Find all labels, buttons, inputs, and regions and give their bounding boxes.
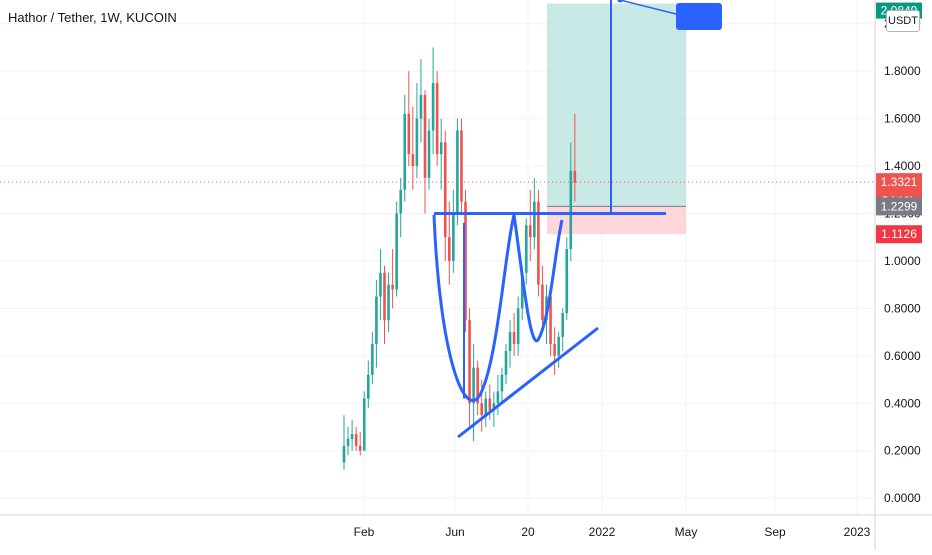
candle-body xyxy=(488,398,492,411)
entry-price-label xyxy=(876,197,922,216)
cup-curve xyxy=(432,214,516,402)
candle-body xyxy=(387,284,390,321)
y-tick-label: 0.4000 xyxy=(884,396,921,410)
candle-body xyxy=(549,296,552,344)
candle-body xyxy=(569,170,573,250)
candle-body xyxy=(371,343,374,375)
x-tick-label: Jun xyxy=(445,525,464,539)
entry-price-label-text: 1.2299 xyxy=(881,199,918,213)
candle-body xyxy=(516,308,520,344)
candle-body xyxy=(496,391,500,404)
candle-body xyxy=(565,249,569,314)
candle-body xyxy=(439,142,443,155)
candles xyxy=(342,47,577,470)
candle-body xyxy=(456,130,459,214)
candle-body xyxy=(573,170,577,183)
handle-curve xyxy=(512,214,564,343)
drawings xyxy=(0,0,875,439)
candle-body xyxy=(561,313,564,337)
y-tick-label: 0.6000 xyxy=(884,349,921,363)
candle-body xyxy=(375,296,378,344)
y-tick-label: 1.4000 xyxy=(884,159,921,173)
y-tick-label: 0.0000 xyxy=(884,491,921,505)
candle-body xyxy=(500,374,504,392)
candle-body xyxy=(464,201,467,321)
candle-body xyxy=(395,213,398,290)
candle-body xyxy=(557,336,560,356)
chart-title: Hathor / Tether, 1W, KUCOIN xyxy=(8,10,177,25)
candle-body xyxy=(423,94,427,178)
stop-price-label xyxy=(876,225,922,244)
x-tick-label: Feb xyxy=(354,525,375,539)
y-tick-label: 1.0000 xyxy=(884,254,921,268)
candle-body xyxy=(533,201,536,238)
candle-body xyxy=(492,403,496,411)
candle-body xyxy=(367,374,370,399)
candle-body xyxy=(350,434,354,439)
last-price-label: 1.3321 xyxy=(881,175,918,189)
candle-body xyxy=(468,320,471,404)
candle-body xyxy=(342,445,346,463)
candle-body xyxy=(415,118,419,167)
callout-connector xyxy=(619,0,677,15)
candle-body xyxy=(358,445,362,451)
candle-body xyxy=(448,237,451,261)
candle-body xyxy=(504,351,508,375)
candle-body xyxy=(553,343,556,356)
x-tick-label: 20 xyxy=(521,525,535,539)
candle-body xyxy=(476,367,479,404)
candle-body xyxy=(508,332,512,352)
candle-body xyxy=(524,225,528,273)
candle-body xyxy=(541,284,544,321)
y-tick-label: 1.6000 xyxy=(884,112,921,126)
candle-body xyxy=(427,130,431,178)
candle-body xyxy=(460,130,463,202)
candle-body xyxy=(383,272,386,321)
candle-body xyxy=(529,225,532,238)
candle-body xyxy=(472,367,475,404)
trade-zones xyxy=(547,3,686,235)
stop-zone xyxy=(547,206,686,235)
candle-body xyxy=(484,398,488,416)
candle-body xyxy=(480,403,483,416)
candle-body xyxy=(391,284,394,290)
candle-body xyxy=(443,142,447,238)
y-tick-label: 0.8000 xyxy=(884,301,921,315)
candle-body xyxy=(411,154,415,167)
x-tick-label: 2022 xyxy=(589,525,616,539)
candle-body xyxy=(362,398,366,451)
candle-body xyxy=(512,332,516,344)
candle-body xyxy=(431,83,435,131)
target-zone xyxy=(547,3,686,207)
x-tick-label: 2023 xyxy=(844,525,871,539)
candle-body xyxy=(452,213,455,261)
candle-body xyxy=(537,201,540,285)
candle-body xyxy=(399,189,402,214)
stop-price-label-text: 1.1126 xyxy=(881,227,917,241)
candle-body xyxy=(403,113,407,190)
target-callout xyxy=(676,3,722,30)
callout-anchor xyxy=(617,0,623,3)
candle-body xyxy=(419,94,423,119)
candle-body xyxy=(435,83,439,155)
candle-body xyxy=(407,113,411,155)
x-tick-label: May xyxy=(675,525,698,539)
candle-body xyxy=(346,438,350,446)
candle-body xyxy=(520,272,524,309)
y-tick-label: 0.2000 xyxy=(884,444,921,458)
currency-button[interactable]: USDT xyxy=(886,10,920,32)
x-tick-label: Sep xyxy=(764,525,786,539)
y-tick-label: 1.8000 xyxy=(884,64,921,78)
support-trendline xyxy=(457,326,599,439)
candle-body xyxy=(354,434,358,446)
candle-body xyxy=(379,272,382,297)
